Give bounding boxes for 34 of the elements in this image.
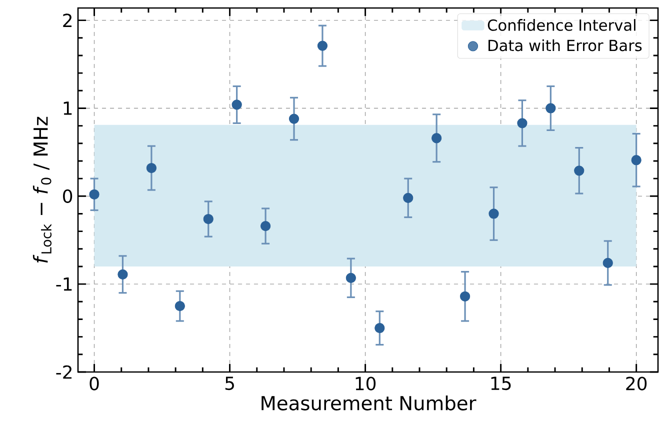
point (574, 166, 584, 176)
legend-label: Data with Error Bars (488, 39, 642, 52)
x-tick-label: 10 (356, 376, 376, 390)
point (118, 269, 128, 280)
point (602, 258, 613, 268)
point (432, 133, 442, 144)
point (203, 214, 214, 224)
point (546, 103, 556, 114)
point (146, 162, 157, 174)
y-tick-label: 2 (63, 14, 72, 27)
point (460, 291, 470, 302)
point (374, 322, 385, 334)
y-tick-label: 1 (64, 102, 72, 115)
point (174, 300, 185, 312)
point (631, 155, 642, 166)
y-axis-title: f$_{Lock}$ − f$_{0}$ / MHz (32, 116, 52, 263)
point (488, 208, 499, 219)
point (317, 40, 328, 51)
x-tick-label: 5 (225, 376, 234, 390)
point (288, 114, 300, 124)
x-tick-label: 0 (90, 376, 99, 390)
y-tick-label: -2 (56, 365, 72, 379)
point (232, 100, 242, 110)
x-tick-label: 20 (626, 376, 647, 390)
point (89, 189, 100, 200)
x-axis-title: Measurement Number (262, 395, 476, 410)
point (346, 272, 356, 283)
point (260, 220, 271, 232)
point (403, 192, 414, 203)
y-tick-label: -1 (56, 278, 72, 291)
y-tick-label: 0 (63, 189, 72, 203)
legend-label: Confidence Interval (488, 19, 636, 31)
point (517, 118, 528, 128)
x-tick-label: 15 (491, 376, 511, 390)
